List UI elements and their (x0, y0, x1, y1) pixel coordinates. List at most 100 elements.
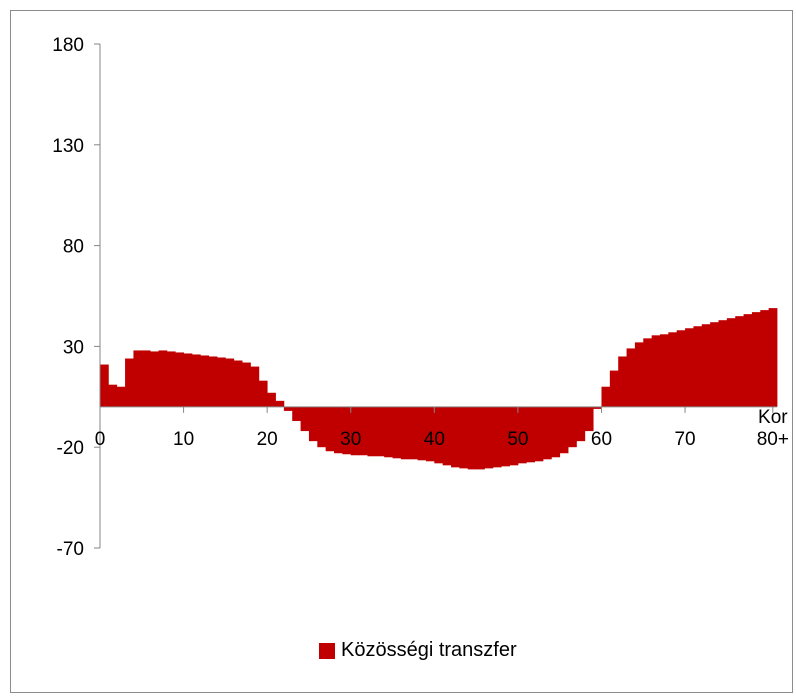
bar (534, 406, 544, 462)
bar (225, 358, 235, 407)
y-tick-label: -70 (57, 539, 84, 560)
bar (609, 370, 619, 407)
legend-label: Közösségi transzfer (341, 639, 517, 661)
chart-svg: 180 130 80 30 -20 -70 0 10 20 30 40 50 60 70 80+Kor (52, 35, 789, 560)
bar (467, 406, 477, 470)
bar (384, 406, 393, 458)
bar (434, 406, 444, 464)
legend-swatch (319, 642, 335, 659)
bar (100, 364, 109, 407)
bar (208, 356, 218, 407)
bar (701, 324, 711, 407)
bar (659, 334, 669, 407)
bar (718, 320, 728, 407)
bar (292, 406, 301, 421)
bar (108, 384, 118, 407)
bar (643, 338, 653, 407)
bar (584, 406, 594, 432)
bar (342, 406, 352, 455)
bar (191, 354, 201, 407)
y-tick-label: 130 (52, 136, 84, 157)
bar (133, 350, 143, 407)
x-tick-label: 0 (95, 429, 106, 450)
x-tick-label: 20 (257, 429, 278, 450)
x-tick-label: 30 (340, 429, 361, 450)
bar (459, 406, 469, 469)
bar (359, 406, 368, 456)
bar (233, 360, 243, 407)
bar (141, 350, 151, 407)
bar (317, 406, 327, 448)
bar (442, 406, 452, 466)
bar (509, 406, 519, 466)
bar (417, 406, 427, 461)
bar (542, 406, 552, 460)
bar (676, 330, 686, 407)
y-tick-label: 80 (63, 237, 84, 258)
bar (300, 406, 310, 432)
bar (710, 322, 719, 407)
bar (400, 406, 410, 460)
bar (367, 406, 377, 457)
bar (217, 357, 226, 407)
x-tick-label: 50 (507, 429, 528, 450)
bar (334, 406, 343, 454)
bar (451, 406, 460, 468)
bar (308, 406, 318, 442)
x-tick-label: 80+ (757, 429, 789, 450)
bar (166, 351, 176, 407)
bar (743, 314, 753, 407)
bar (501, 406, 510, 467)
bar (685, 328, 694, 407)
bar (425, 406, 435, 462)
bar (392, 406, 402, 459)
bar (325, 406, 335, 452)
bar (250, 366, 260, 407)
bar (751, 312, 761, 407)
bar (275, 400, 285, 407)
bar (626, 348, 636, 407)
x-axis-title: Kor (758, 407, 788, 428)
bar (267, 392, 276, 407)
bar (150, 351, 159, 407)
bar (175, 352, 184, 407)
bar (618, 356, 627, 407)
bar (651, 335, 661, 407)
bar (476, 406, 485, 470)
bar (593, 406, 602, 409)
bar (484, 406, 494, 469)
bar (375, 406, 385, 457)
bar (242, 362, 251, 407)
bar (350, 406, 360, 456)
legend: Közösségi transzfer (319, 639, 517, 662)
x-tick-label: 70 (674, 429, 695, 450)
bar (551, 406, 561, 458)
bar (668, 332, 678, 407)
bar (409, 406, 419, 460)
bar (200, 355, 210, 407)
bar (634, 342, 644, 407)
bar (726, 318, 736, 407)
bar (158, 350, 168, 407)
y-tick-label: 180 (52, 35, 84, 56)
bar (559, 406, 569, 454)
bar (576, 406, 586, 442)
bar (768, 308, 778, 407)
bar (601, 386, 611, 407)
bar (760, 310, 770, 407)
bar (125, 358, 134, 407)
y-tick-label: -20 (57, 438, 84, 459)
bar (568, 406, 577, 448)
y-tick-label: 30 (63, 337, 84, 358)
bar (258, 380, 268, 407)
bar (183, 353, 193, 407)
bar (735, 316, 744, 407)
bar (492, 406, 502, 468)
bar (517, 406, 527, 464)
x-tick-label: 10 (173, 429, 194, 450)
chart-area: 180 130 80 30 -20 -70 0 10 20 30 40 50 60 70 80+ Kor Kö… (10, 10, 793, 693)
bar (116, 386, 126, 407)
bar (526, 406, 536, 463)
bar (693, 326, 703, 407)
x-tick-label: 40 (424, 429, 445, 450)
